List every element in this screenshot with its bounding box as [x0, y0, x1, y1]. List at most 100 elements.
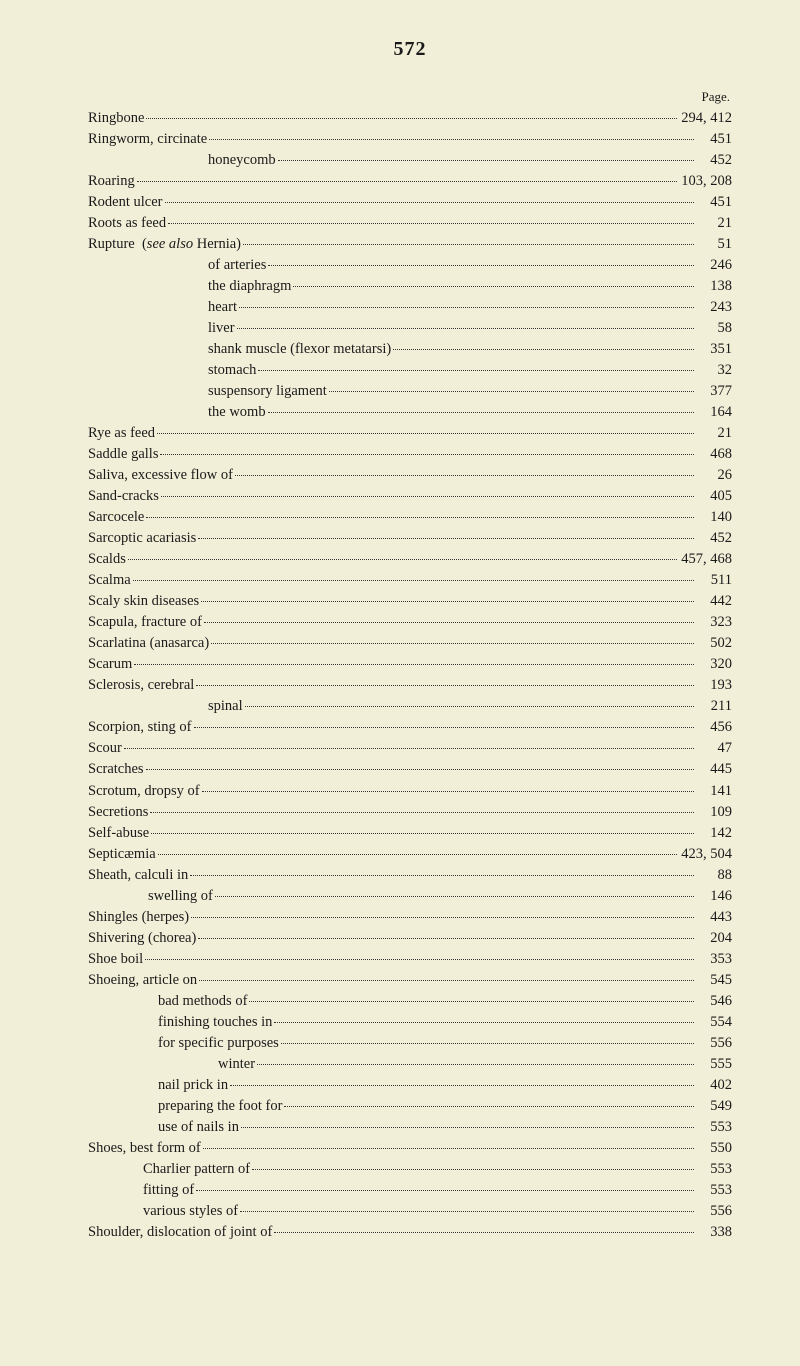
index-entry-page: 443 [698, 907, 732, 928]
leader-dots [274, 1022, 694, 1023]
index-entry-label: Shoulder, dislocation of joint of [88, 1222, 272, 1243]
leader-dots [393, 349, 694, 350]
index-entry-page: 88 [698, 865, 732, 886]
index-entry: Shivering (chorea)204 [88, 928, 732, 949]
index-entry-page: 58 [698, 318, 732, 339]
index-entry-label: Scorpion, sting of [88, 717, 192, 738]
index-entry: Secretions109 [88, 802, 732, 823]
index-entry-page: 445 [698, 759, 732, 780]
leader-dots [196, 1190, 694, 1191]
leader-dots [240, 1211, 694, 1212]
index-entry-page: 423, 504 [681, 844, 732, 865]
leader-dots [243, 244, 694, 245]
index-entry-label: winter [88, 1054, 255, 1075]
index-entry-page: 243 [698, 297, 732, 318]
index-entry-page: 47 [698, 738, 732, 759]
leader-dots [133, 580, 694, 581]
index-entry-page: 141 [698, 781, 732, 802]
index-entry-page: 545 [698, 970, 732, 991]
index-entry: heart243 [88, 297, 732, 318]
index-entry-label: Rye as feed [88, 423, 155, 444]
index-entry-label: swelling of [88, 886, 213, 907]
index-entry-label: Scrotum, dropsy of [88, 781, 200, 802]
index-entry-label: spinal [88, 696, 243, 717]
index-entry-label: Shoe boil [88, 949, 143, 970]
index-entry-page: 51 [698, 234, 732, 255]
leader-dots [252, 1169, 694, 1170]
leader-dots [201, 601, 694, 602]
index-entry-page: 21 [698, 213, 732, 234]
index-entry: Scalma511 [88, 570, 732, 591]
index-entry: Shoulder, dislocation of joint of 338 [88, 1222, 732, 1243]
index-entry-page: 164 [698, 402, 732, 423]
index-entry-label: Scapula, fracture of [88, 612, 202, 633]
leader-dots [284, 1106, 694, 1107]
index-entry-page: 452 [698, 150, 732, 171]
index-entry: Scratches 445 [88, 759, 732, 780]
index-entry-page: 109 [698, 802, 732, 823]
index-entry-label: Scratches [88, 759, 144, 780]
leader-dots [198, 938, 694, 939]
index-entry: Septicæmia423, 504 [88, 844, 732, 865]
index-entry-page: 442 [698, 591, 732, 612]
index-entry-page: 138 [698, 276, 732, 297]
index-entry: Shoeing, article on545 [88, 970, 732, 991]
index-entry: Scorpion, sting of456 [88, 717, 732, 738]
leader-dots [194, 727, 694, 728]
index-entry-label: preparing the foot for [88, 1096, 282, 1117]
index-entry: Scapula, fracture of 323 [88, 612, 732, 633]
leader-dots [168, 223, 694, 224]
index-entry-page: 502 [698, 633, 732, 654]
index-entry: Shoe boil 353 [88, 949, 732, 970]
index-entry-page: 32 [698, 360, 732, 381]
index-entry-page: 556 [698, 1201, 732, 1222]
italic-text: see also [147, 236, 193, 252]
index-entry-page: 553 [698, 1180, 732, 1201]
index-entry-label: Saddle galls [88, 444, 158, 465]
leader-dots [146, 118, 677, 119]
leader-dots [161, 496, 694, 497]
index-entry: bad methods of546 [88, 991, 732, 1012]
index-entry-page: 140 [698, 507, 732, 528]
index-entry-page: 555 [698, 1054, 732, 1075]
index-entry-label: Charlier pattern of [88, 1159, 250, 1180]
index-entry-label: use of nails in [88, 1117, 239, 1138]
index-entry-page: 549 [698, 1096, 732, 1117]
index-entry: spinal211 [88, 696, 732, 717]
index-entry-label: of arteries [88, 255, 266, 276]
index-entry: suspensory ligament377 [88, 381, 732, 402]
index-entry: the diaphragm138 [88, 276, 732, 297]
index-entry-page: 146 [698, 886, 732, 907]
index-entry: Rupture (see also Hernia) 51 [88, 234, 732, 255]
index-entry: Saddle galls 468 [88, 444, 732, 465]
index-entry: Ringworm, circinate451 [88, 129, 732, 150]
leader-dots [198, 538, 694, 539]
index-entry-page: 457, 468 [681, 549, 732, 570]
index-entry-label: Self-abuse [88, 823, 149, 844]
leader-dots [268, 265, 694, 266]
leader-dots [158, 854, 678, 855]
index-entry-page: 546 [698, 991, 732, 1012]
index-entry: Scarum320 [88, 654, 732, 675]
index-entry-page: 323 [698, 612, 732, 633]
index-entry: Roots as feed21 [88, 213, 732, 234]
index-entry-page: 294, 412 [681, 108, 732, 129]
leader-dots [150, 812, 694, 813]
index-entry-label: Sarcoptic acariasis [88, 528, 196, 549]
index-entry-label: Rupture (see also Hernia) [88, 234, 241, 255]
index-entry-page: 193 [698, 675, 732, 696]
index-entry-label: Sarcocele [88, 507, 144, 528]
leader-dots [145, 959, 694, 960]
index-entry-label: Sand-cracks [88, 486, 159, 507]
index-entry-page: 338 [698, 1222, 732, 1243]
leader-dots [209, 139, 694, 140]
index-entry: Scrotum, dropsy of 141 [88, 781, 732, 802]
index-entry-page: 26 [698, 465, 732, 486]
index-entry-page: 405 [698, 486, 732, 507]
index-entry-page: 468 [698, 444, 732, 465]
leader-dots [137, 181, 678, 182]
index-entry: Ringbone294, 412 [88, 108, 732, 129]
leader-dots [249, 1001, 694, 1002]
index-entry-page: 103, 208 [681, 171, 732, 192]
index-entry-page: 353 [698, 949, 732, 970]
